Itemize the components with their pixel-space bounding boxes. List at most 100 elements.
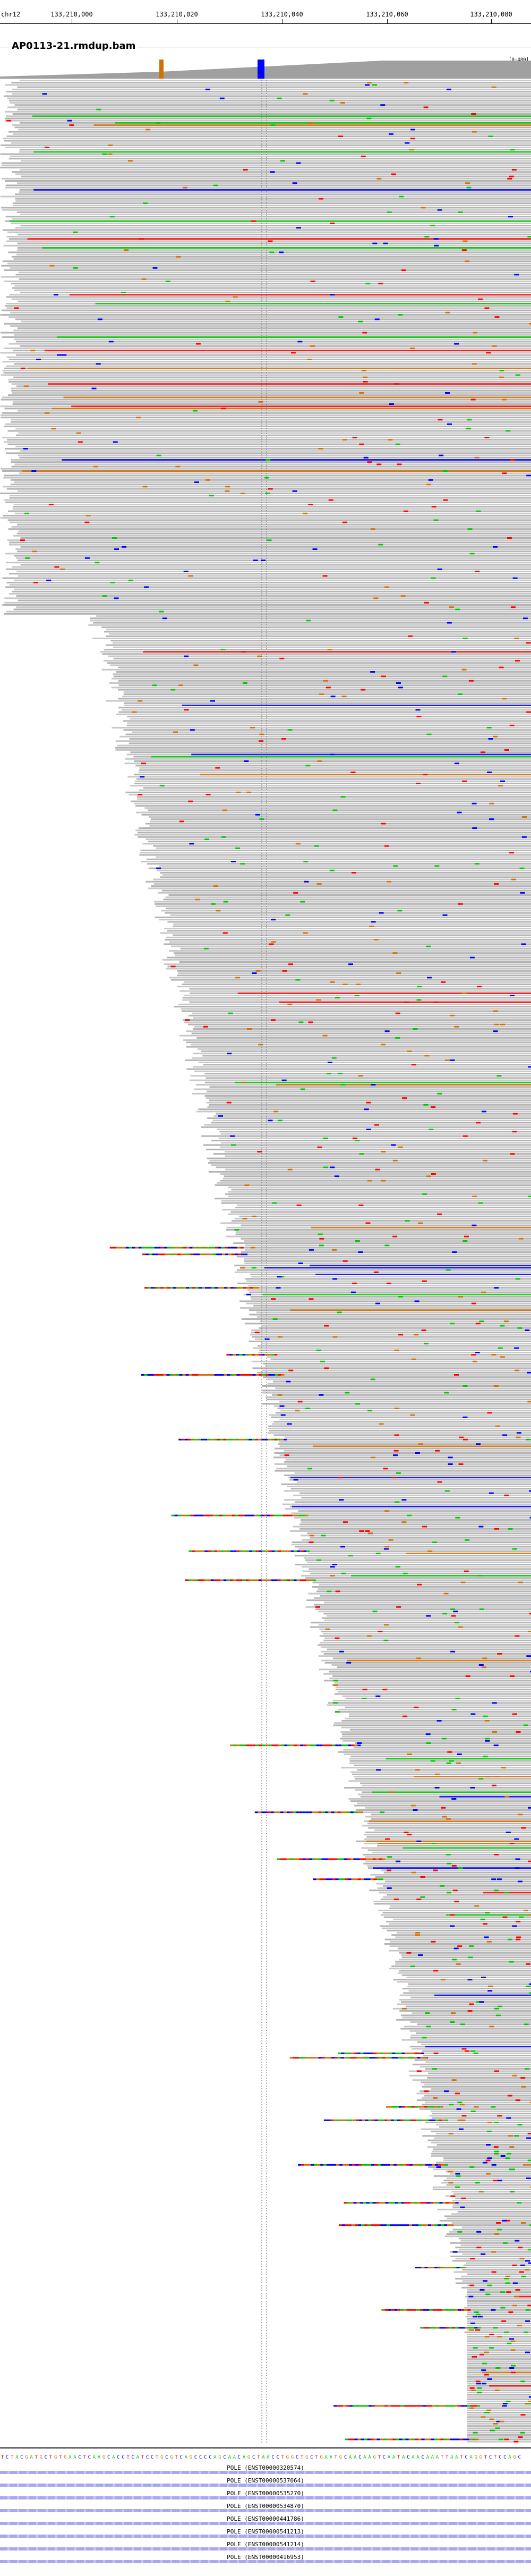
- aligned-read[interactable]: [8, 359, 531, 360]
- aligned-read[interactable]: [4, 95, 531, 97]
- aligned-read[interactable]: [12, 218, 531, 220]
- aligned-read[interactable]: [1, 276, 531, 278]
- aligned-read[interactable]: [244, 1258, 531, 1260]
- aligned-read[interactable]: [367, 1865, 531, 1867]
- aligned-read[interactable]: [270, 1358, 531, 1360]
- aligned-read[interactable]: [322, 1617, 531, 1619]
- aligned-read[interactable]: [298, 1548, 531, 1550]
- aligned-read[interactable]: [399, 1952, 531, 1954]
- aligned-read[interactable]: [148, 841, 531, 843]
- aligned-read[interactable]: [6, 562, 531, 564]
- aligned-read[interactable]: [467, 2351, 531, 2353]
- aligned-read[interactable]: [3, 515, 531, 516]
- aligned-read[interactable]: [6, 307, 531, 309]
- aligned-read[interactable]: [109, 633, 531, 635]
- aligned-read[interactable]: [421, 2128, 531, 2130]
- aligned-read[interactable]: [320, 1646, 531, 1648]
- aligned-read[interactable]: [13, 608, 531, 611]
- aligned-read[interactable]: [20, 564, 531, 566]
- aligned-read[interactable]: [370, 1874, 531, 1876]
- aligned-read[interactable]: [137, 798, 531, 800]
- aligned-read[interactable]: [451, 2191, 531, 2193]
- aligned-read[interactable]: [167, 956, 531, 959]
- aligned-read[interactable]: [349, 1728, 531, 1731]
- aligned-read[interactable]: [461, 2226, 531, 2228]
- aligned-read[interactable]: [215, 1198, 531, 1200]
- aligned-read[interactable]: [467, 2374, 531, 2376]
- aligned-read[interactable]: [341, 1767, 531, 1769]
- aligned-read[interactable]: [467, 2311, 531, 2313]
- aligned-read[interactable]: [17, 532, 531, 535]
- aligned-read[interactable]: [320, 1642, 531, 1643]
- aligned-read[interactable]: [9, 497, 531, 499]
- aligned-read[interactable]: [467, 2347, 531, 2349]
- aligned-read[interactable]: [417, 2023, 531, 2026]
- aligned-read[interactable]: [258, 1345, 531, 1347]
- aligned-read[interactable]: [467, 2383, 531, 2385]
- aligned-read[interactable]: [447, 2217, 531, 2219]
- feature-row[interactable]: POLE (ENST00000535270): [0, 2490, 531, 2503]
- aligned-read[interactable]: [6, 236, 531, 238]
- aligned-read[interactable]: [383, 1896, 531, 1898]
- aligned-read[interactable]: [15, 274, 531, 276]
- aligned-read[interactable]: [143, 787, 531, 789]
- aligned-read[interactable]: [362, 1784, 531, 1786]
- aligned-read[interactable]: [173, 934, 531, 936]
- aligned-read[interactable]: [279, 1454, 531, 1456]
- aligned-read[interactable]: [252, 1336, 531, 1338]
- aligned-read[interactable]: [182, 997, 531, 999]
- aligned-read[interactable]: [300, 1519, 531, 1521]
- aligned-read[interactable]: [315, 1608, 531, 1610]
- aligned-read[interactable]: [177, 970, 531, 972]
- aligned-read[interactable]: [273, 1421, 531, 1423]
- aligned-read[interactable]: [431, 2153, 531, 2155]
- aligned-read[interactable]: [140, 850, 531, 851]
- aligned-read[interactable]: [14, 555, 531, 557]
- aligned-read[interactable]: [181, 1008, 531, 1010]
- aligned-read[interactable]: [220, 1180, 531, 1182]
- aligned-read[interactable]: [434, 2137, 531, 2139]
- aligned-read[interactable]: [261, 1325, 531, 1327]
- aligned-read[interactable]: [387, 1894, 531, 1896]
- aligned-read[interactable]: [344, 1753, 531, 1755]
- aligned-read[interactable]: [165, 896, 531, 899]
- aligned-read[interactable]: [7, 231, 531, 233]
- aligned-read[interactable]: [310, 1572, 531, 1574]
- aligned-read[interactable]: [10, 267, 531, 269]
- aligned-read[interactable]: [17, 490, 531, 492]
- aligned-read[interactable]: [10, 521, 531, 523]
- aligned-read[interactable]: [14, 481, 531, 483]
- aligned-read[interactable]: [275, 1447, 531, 1450]
- aligned-read[interactable]: [422, 2104, 531, 2106]
- aligned-read[interactable]: [8, 131, 531, 133]
- aligned-read[interactable]: [6, 356, 531, 358]
- aligned-read[interactable]: [15, 193, 531, 196]
- aligned-read[interactable]: [419, 2108, 531, 2110]
- aligned-read[interactable]: [13, 258, 531, 260]
- aligned-read[interactable]: [380, 1899, 531, 1900]
- aligned-read[interactable]: [14, 104, 531, 106]
- aligned-read[interactable]: [435, 2133, 531, 2134]
- aligned-read[interactable]: [19, 278, 531, 280]
- aligned-read[interactable]: [297, 1550, 531, 1552]
- aligned-read[interactable]: [135, 829, 531, 832]
- aligned-read[interactable]: [399, 1999, 531, 2001]
- aligned-read[interactable]: [8, 343, 531, 345]
- aligned-read[interactable]: [355, 1778, 531, 1780]
- aligned-read[interactable]: [446, 2184, 531, 2186]
- aligned-read[interactable]: [463, 2264, 531, 2266]
- aligned-read[interactable]: [11, 526, 531, 528]
- aligned-read[interactable]: [388, 1950, 531, 1952]
- aligned-read[interactable]: [357, 1769, 531, 1771]
- aligned-read[interactable]: [376, 1883, 531, 1885]
- aligned-read[interactable]: [212, 1120, 531, 1122]
- aligned-read[interactable]: [201, 1126, 531, 1128]
- aligned-read[interactable]: [461, 2286, 531, 2289]
- aligned-read[interactable]: [4, 597, 531, 599]
- aligned-read[interactable]: [302, 1566, 531, 1568]
- aligned-read[interactable]: [408, 1990, 531, 1992]
- aligned-read[interactable]: [13, 376, 531, 378]
- aligned-read[interactable]: [220, 1146, 531, 1148]
- aligned-read[interactable]: [20, 546, 531, 548]
- aligned-read[interactable]: [226, 1229, 531, 1231]
